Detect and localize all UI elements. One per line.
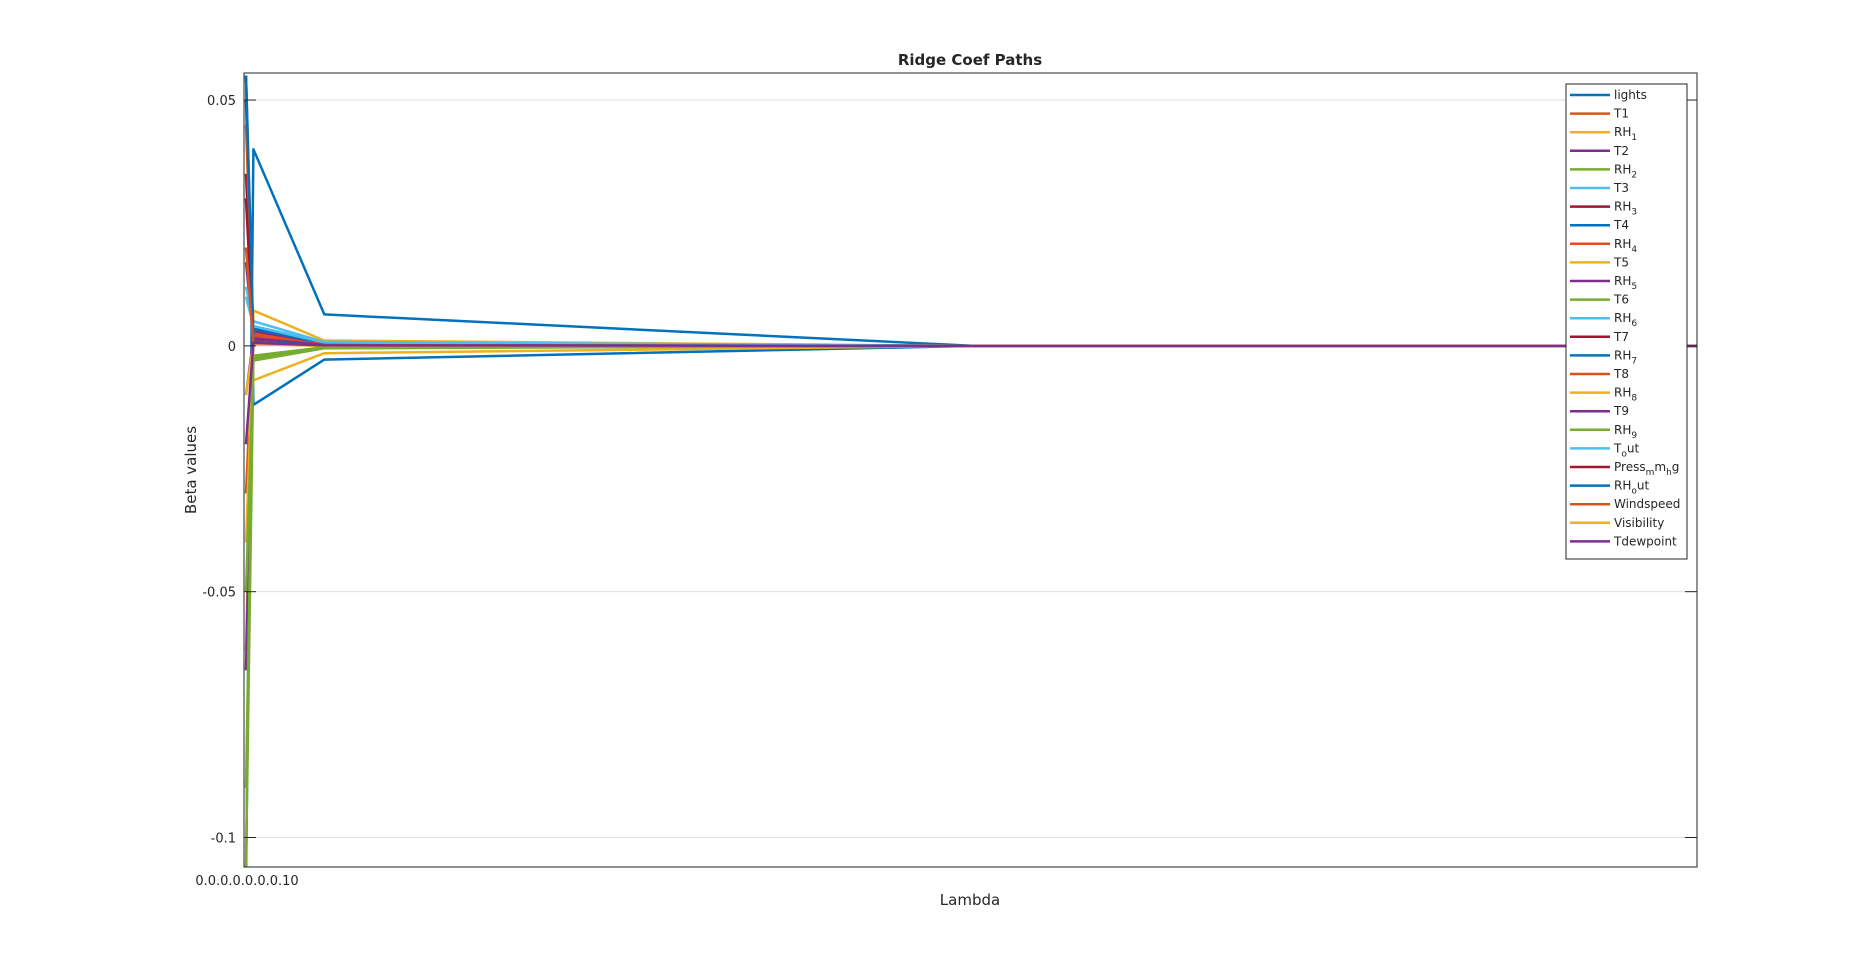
series-line-Tdewpoint <box>244 341 1697 445</box>
chart-title: Ridge Coef Paths <box>898 51 1042 69</box>
legend-box <box>1565 83 1688 560</box>
legend-entry-lights: lights <box>1614 88 1647 102</box>
x-tick-labels: 0.0.0.0.0.0.0.10 <box>195 874 298 889</box>
series-line-Press_mm_hg <box>244 198 1697 348</box>
series-line-RH_5 <box>244 329 1697 671</box>
y-axis-label: Beta values <box>182 426 200 514</box>
series-line-RH_out <box>244 75 1697 348</box>
x-axis-label: Lambda <box>940 891 1000 909</box>
y-tick-label: 0.05 <box>207 94 236 109</box>
legend-entry-T8: T8 <box>1613 367 1629 381</box>
legend-entry-T6: T6 <box>1613 293 1629 307</box>
series-line-T3 <box>244 286 1697 348</box>
series-layer <box>244 75 1697 867</box>
series-line-RH_2 <box>244 344 1697 867</box>
legend-entry-RH_3: RH3 <box>1614 200 1637 218</box>
series-line-T8 <box>244 124 1697 348</box>
series-line-T2 <box>244 262 1697 348</box>
legend-entry-T_out: Tout <box>1613 441 1639 459</box>
legend-entry-T2: T2 <box>1613 144 1629 158</box>
series-line-T7 <box>244 99 1697 348</box>
legend-entry-T5: T5 <box>1613 255 1629 269</box>
y-tick-label: -0.1 <box>211 832 236 847</box>
legend-entry-T1: T1 <box>1613 107 1629 121</box>
legend-entry-RH_6: RH6 <box>1614 311 1637 329</box>
legend-entry-RH_5: RH5 <box>1614 274 1637 292</box>
series-line-T6 <box>244 344 1697 789</box>
legend-entry-RH_2: RH2 <box>1614 162 1637 180</box>
legend-entry-Visibility: Visibility <box>1614 516 1664 530</box>
series-line-Windspeed <box>244 247 1697 348</box>
legend-entry-RH_8: RH8 <box>1614 386 1637 404</box>
grid-layer <box>244 99 1697 839</box>
series-line-T4 <box>244 75 1697 407</box>
series-line-RH_7 <box>244 198 1697 348</box>
legend-entry-RH_out: RHout <box>1614 479 1649 497</box>
series-line-lights <box>244 147 1697 867</box>
series-line-T1 <box>244 75 1697 348</box>
legend-entry-RH_1: RH1 <box>1614 125 1637 143</box>
legend-entry-Windspeed: Windspeed <box>1614 497 1680 511</box>
series-line-T5 <box>244 344 1697 445</box>
series-line-RH_1 <box>244 309 1697 651</box>
y-tick-label: 0 <box>228 340 236 355</box>
y-tick-label: -0.05 <box>202 586 236 601</box>
legend-entry-RH_4: RH4 <box>1614 237 1637 255</box>
legend-entry-T7: T7 <box>1613 330 1629 344</box>
series-line-RH_8 <box>244 340 1697 543</box>
legend-entry-Press_mm_hg: Pressmmhg <box>1614 460 1679 478</box>
legend-entry-T3: T3 <box>1613 181 1629 195</box>
legend-entry-RH_9: RH9 <box>1614 423 1637 441</box>
axes-box <box>243 72 1698 868</box>
ticks-layer: 0.05 0 -0.05 -0.1 <box>202 94 1697 847</box>
legend-entry-T4: T4 <box>1613 218 1629 232</box>
legend-entry-RH_7: RH7 <box>1614 348 1637 366</box>
legend-entry-T9: T9 <box>1613 404 1629 418</box>
series-line-RH_9 <box>244 344 1697 592</box>
legend-entry-Tdewpoint: Tdewpoint <box>1613 534 1677 548</box>
series-line-T_out <box>244 247 1697 348</box>
